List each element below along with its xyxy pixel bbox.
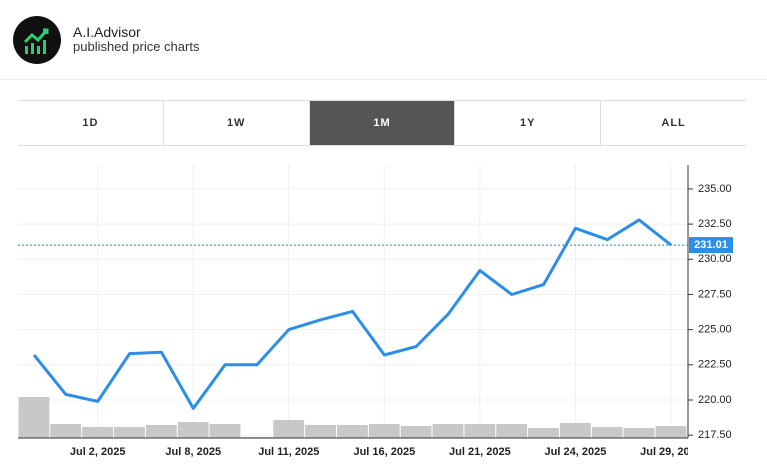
volume-bar <box>337 425 368 438</box>
volume-bar <box>209 424 241 438</box>
divider <box>0 79 767 80</box>
last-price-label: 231.01 <box>694 239 728 251</box>
y-tick-label: 220.00 <box>698 394 732 406</box>
volume-bar <box>114 427 145 438</box>
volume-bar <box>559 423 591 438</box>
x-tick-label: Jul 24, 2025 <box>545 446 607 458</box>
volume-bar <box>655 426 687 438</box>
logo-icon <box>23 28 49 54</box>
volume-bar <box>591 427 623 438</box>
x-tick-label: Jul 16, 2025 <box>353 446 415 458</box>
range-tab[interactable]: 1M <box>308 101 455 145</box>
volume-bar <box>177 422 209 438</box>
price-line <box>32 218 672 410</box>
range-tab[interactable]: 1D <box>82 117 99 129</box>
y-tick-label: 235.00 <box>698 183 732 195</box>
x-tick-label: Jul 8, 2025 <box>165 446 221 458</box>
y-tick-label: 232.50 <box>698 218 732 230</box>
volume-bar <box>145 425 177 438</box>
volume-bar <box>432 424 464 438</box>
x-tick-label: Jul 21, 2025 <box>449 446 511 458</box>
range-tab[interactable]: ALL <box>600 101 746 145</box>
volume-bar <box>400 426 432 438</box>
volume-bar <box>528 428 559 438</box>
x-tick-label: Jul 2, 2025 <box>70 446 126 458</box>
y-tick-label: 217.50 <box>698 429 732 441</box>
x-tick-label: Jul 11, 2025 <box>258 446 319 458</box>
volume-bar <box>273 420 305 438</box>
range-tab[interactable]: 1W <box>162 101 309 145</box>
volume-bar <box>18 397 50 438</box>
volume-bar <box>82 427 114 438</box>
volume-bar <box>305 425 336 438</box>
volume-bar <box>50 424 82 438</box>
subtitle: published price charts <box>73 39 200 54</box>
volume-bar <box>496 424 528 438</box>
x-tick-label: Jul 29, 2025 <box>640 446 702 458</box>
volume-bar <box>623 428 655 438</box>
range-tab[interactable]: 1Y <box>454 101 600 145</box>
logo <box>13 16 61 64</box>
title: A.I.Advisor <box>73 24 141 40</box>
y-tick-label: 225.00 <box>698 324 732 336</box>
range-tabs: 1D 1W 1M 1Y ALL <box>18 100 746 146</box>
last-price-box <box>689 237 733 254</box>
volume-bar <box>464 424 496 438</box>
y-tick-label: 230.00 <box>698 253 732 265</box>
y-tick-label: 222.50 <box>698 359 732 371</box>
volume-bar <box>368 424 400 438</box>
y-tick-label: 227.50 <box>698 288 732 300</box>
